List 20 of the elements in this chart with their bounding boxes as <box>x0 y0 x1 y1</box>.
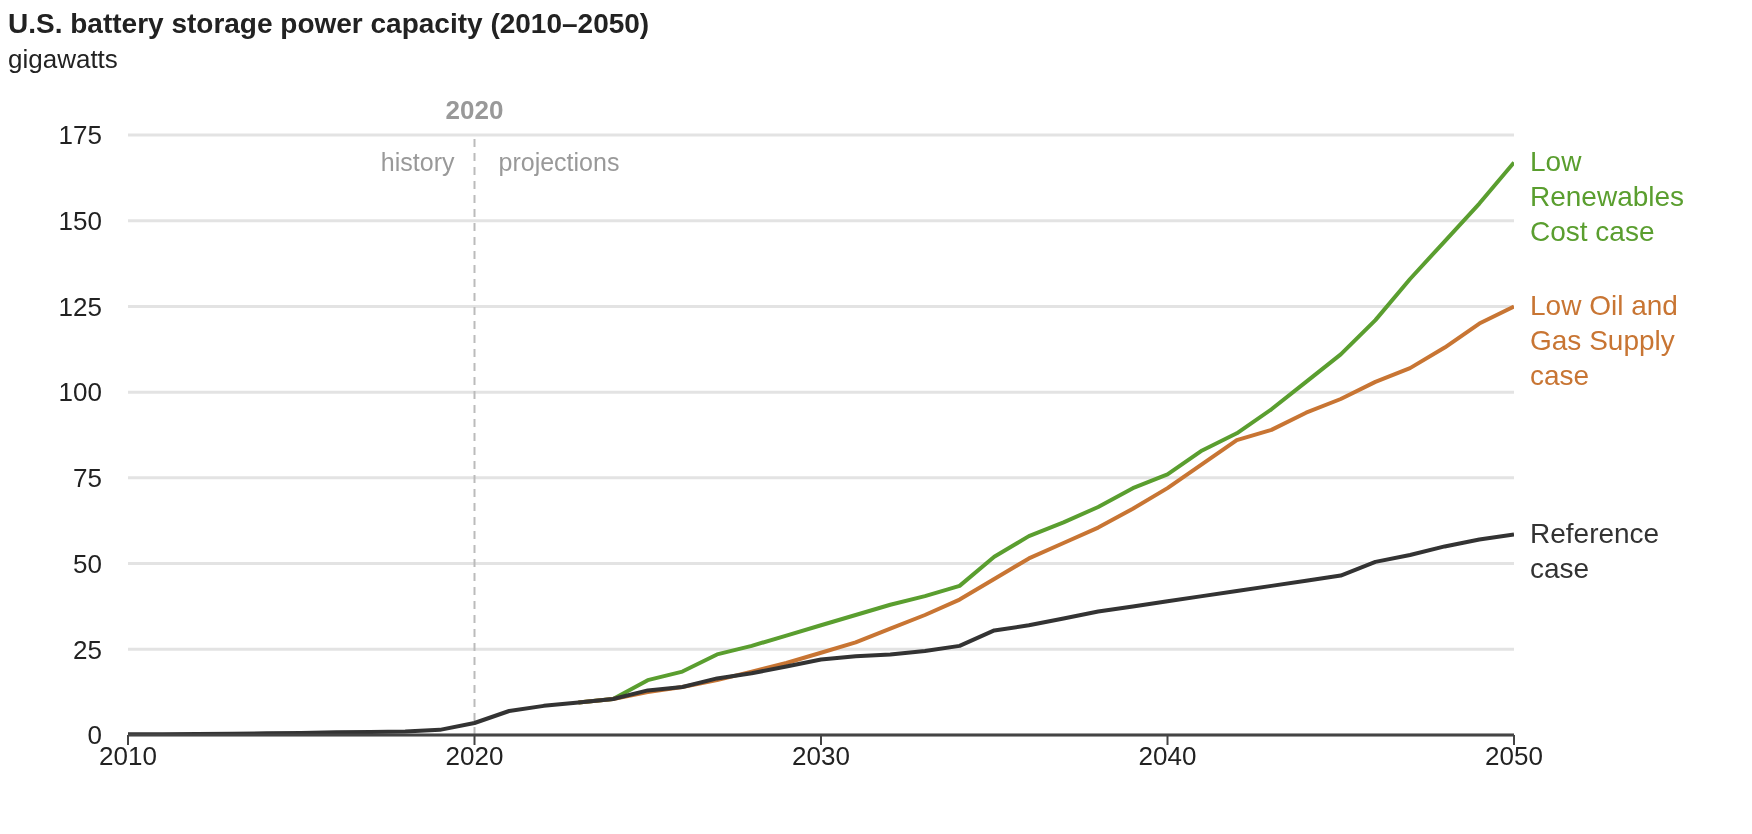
y-tick-label: 75 <box>73 463 102 494</box>
x-tick-label: 2010 <box>99 741 157 772</box>
x-tick-label: 2030 <box>792 741 850 772</box>
series-label: Reference case <box>1530 517 1661 587</box>
y-tick-label: 100 <box>58 377 102 408</box>
annotation: history <box>380 148 455 176</box>
x-tick-label: 2020 <box>445 741 504 772</box>
y-tick-label: 175 <box>58 120 102 151</box>
series-label: Low Oil and Gas Supply case <box>1530 289 1679 394</box>
annotation: projections <box>498 148 620 176</box>
y-tick-label: 150 <box>58 205 102 236</box>
ref-line-label: 2020 <box>445 95 504 125</box>
y-tick-label: 125 <box>58 291 102 322</box>
x-tick-label: 2050 <box>1485 741 1543 772</box>
x-tick-label: 2040 <box>1138 741 1197 772</box>
series-label: Low Renewables Cost case <box>1530 145 1686 250</box>
y-axis-title: gigawatts <box>8 44 119 75</box>
chart-title: U.S. battery storage power capacity (2010–2050) <box>8 8 651 40</box>
y-tick-label: 25 <box>73 634 102 665</box>
y-tick-label: 50 <box>73 548 102 579</box>
